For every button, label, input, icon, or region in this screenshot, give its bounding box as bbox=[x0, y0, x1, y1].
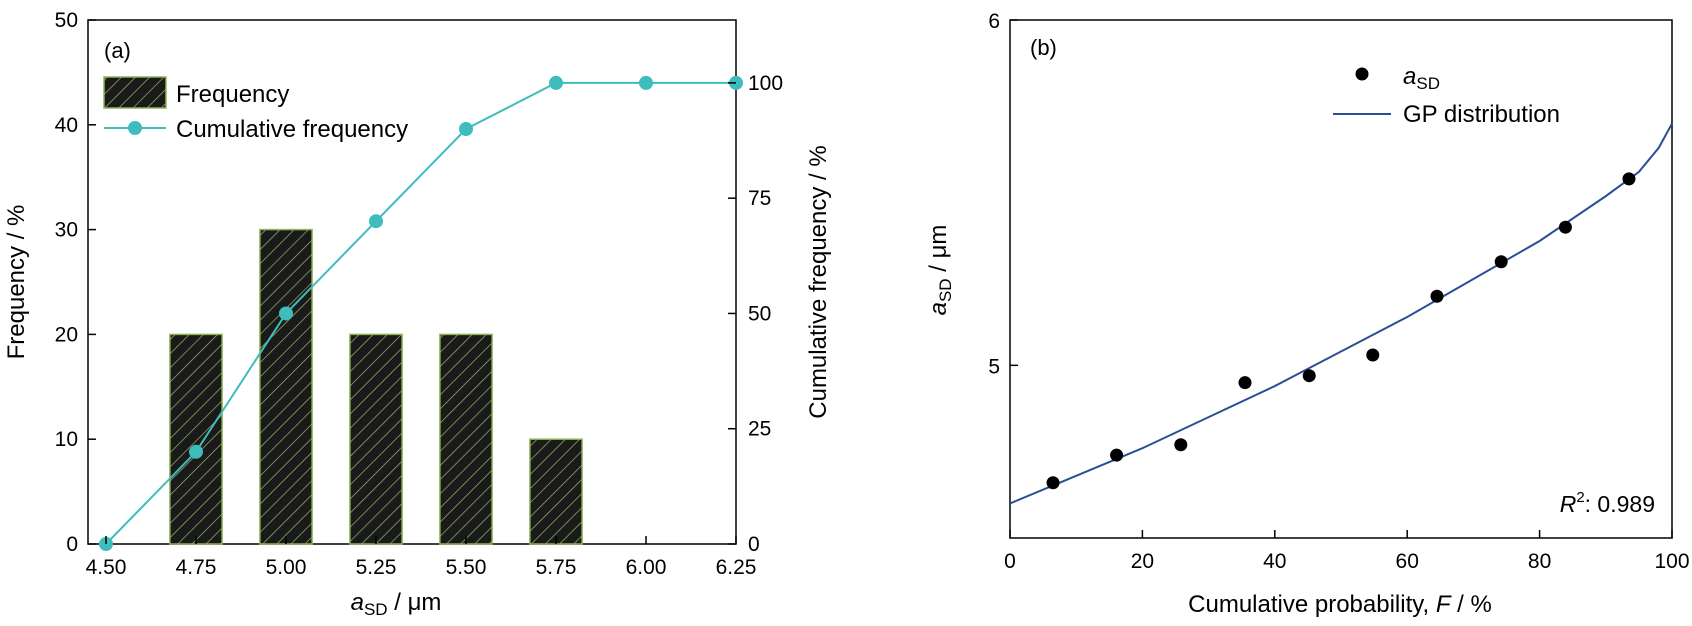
y-tick-label-0: 0 bbox=[66, 533, 78, 556]
panel-a-y-axis-label: Frequency / % bbox=[3, 205, 30, 360]
y2-tick-label-2: 50 bbox=[748, 302, 771, 325]
panel-a-x-axis-label-unit: / μm bbox=[388, 589, 442, 616]
legend-cumulative-marker bbox=[128, 121, 142, 135]
y-tick-label-1: 10 bbox=[55, 428, 78, 451]
panel-b-y-axis-label-sub: SD bbox=[936, 278, 955, 302]
cumulative-point-5 bbox=[549, 75, 563, 90]
panel-a-label: (a) bbox=[104, 38, 131, 63]
panel-b-x-axis-label: Cumulative probability, F / % bbox=[1188, 591, 1492, 618]
panel-a-y2-ticks: 0 25 50 75 100 bbox=[728, 72, 783, 556]
bar-frequency-0 bbox=[169, 333, 223, 545]
b-x-tick-label-2: 40 bbox=[1263, 550, 1286, 573]
panel-b-y-axis-label: aSD / μm bbox=[925, 225, 955, 316]
legend-cumulative-label: Cumulative frequency bbox=[176, 116, 408, 143]
data-point-3 bbox=[1238, 376, 1252, 390]
cumulative-point-2 bbox=[279, 306, 293, 321]
data-point-9 bbox=[1622, 172, 1636, 186]
data-point-7 bbox=[1494, 255, 1508, 269]
panel-a-x-axis-label-main: a bbox=[351, 589, 364, 616]
data-point-1 bbox=[1110, 448, 1124, 462]
panel-b-y-axis-label-unit: / μm bbox=[925, 225, 952, 279]
x-tick-label-7: 6.25 bbox=[716, 556, 757, 579]
b-y-tick-label-1: 6 bbox=[988, 10, 1000, 33]
panel-b: 0 20 40 60 80 100 56 (b) aSD GP distribution … bbox=[925, 10, 1690, 618]
cumulative-point-3 bbox=[369, 214, 383, 229]
x-tick-label-3: 5.25 bbox=[356, 556, 397, 579]
panel-b-x-axis-label-main: Cumulative probability, bbox=[1188, 591, 1436, 618]
x-tick-label-4: 5.50 bbox=[446, 556, 487, 579]
data-point-0 bbox=[1046, 476, 1060, 490]
panel-b-legend: aSD GP distribution bbox=[1333, 63, 1560, 128]
data-point-6 bbox=[1430, 289, 1444, 303]
data-point-4 bbox=[1302, 369, 1316, 383]
gp-fit-curve-line bbox=[1009, 123, 1673, 505]
bar-frequency-4 bbox=[529, 438, 583, 545]
x-tick-label-5: 5.75 bbox=[536, 556, 577, 579]
panel-a-y2-axis-label: Cumulative frequency / % bbox=[805, 145, 832, 418]
panel-a-x-axis-label: aSD / μm bbox=[351, 589, 442, 619]
y-tick-label-4: 40 bbox=[55, 114, 78, 137]
legend-frequency-swatch bbox=[103, 76, 167, 109]
data-point-2 bbox=[1174, 438, 1188, 452]
data-point-8 bbox=[1558, 220, 1572, 234]
y2-tick-label-0: 0 bbox=[748, 533, 760, 556]
y2-tick-label-4: 100 bbox=[748, 72, 783, 95]
panel-b-x-ticks: 0 20 40 60 80 100 bbox=[1004, 530, 1690, 573]
x-tick-label-1: 4.75 bbox=[176, 556, 217, 579]
bar-frequency-1 bbox=[259, 228, 313, 545]
cumulative-point-6 bbox=[639, 75, 653, 90]
y-tick-label-3: 30 bbox=[55, 219, 78, 242]
legend-points-marker bbox=[1355, 67, 1369, 81]
panel-a-bars bbox=[169, 228, 583, 545]
panel-b-x-axis-label-var: F bbox=[1436, 591, 1452, 618]
panel-a-x-ticks: 4.50 4.75 5.00 5.25 5.50 5.75 6.00 6.25 bbox=[86, 536, 757, 579]
bar-frequency-3 bbox=[439, 333, 493, 545]
cumulative-series-line bbox=[105, 81, 736, 545]
legend-points-label-main: a bbox=[1403, 63, 1416, 90]
x-tick-label-6: 6.00 bbox=[626, 556, 667, 579]
b-x-tick-label-1: 20 bbox=[1131, 550, 1154, 573]
y2-tick-label-1: 25 bbox=[748, 418, 771, 441]
legend-points-label: aSD bbox=[1403, 63, 1440, 93]
y-tick-label-2: 20 bbox=[55, 323, 78, 346]
cumulative-point-4 bbox=[459, 122, 473, 137]
x-tick-label-0: 4.50 bbox=[86, 556, 127, 579]
cumulative-point-1 bbox=[189, 444, 203, 459]
panel-b-label: (b) bbox=[1030, 35, 1057, 60]
panel-b-points bbox=[1046, 172, 1636, 490]
panel-a-y-ticks: 0 10 20 30 40 50 bbox=[55, 9, 96, 556]
b-x-tick-label-3: 60 bbox=[1396, 550, 1419, 573]
x-tick-label-2: 5.00 bbox=[266, 556, 307, 579]
y2-tick-label-3: 75 bbox=[748, 187, 771, 210]
r-squared-var: R bbox=[1560, 491, 1577, 517]
panel-b-plot-frame bbox=[1009, 19, 1673, 539]
bar-frequency-2 bbox=[349, 333, 403, 545]
r-squared-sup: 2 bbox=[1576, 489, 1584, 506]
y-tick-label-5: 50 bbox=[55, 9, 78, 32]
b-x-tick-label-4: 80 bbox=[1528, 550, 1551, 573]
panel-b-y-axis-label-main: a bbox=[925, 302, 952, 315]
r-squared-annotation: R2: 0.989 bbox=[1560, 489, 1655, 517]
b-x-tick-label-0: 0 bbox=[1004, 550, 1016, 573]
legend-points-label-sub: SD bbox=[1416, 74, 1440, 93]
panel-a-plot-frame bbox=[87, 19, 737, 545]
panel-b-fit-curve bbox=[1009, 123, 1673, 505]
panel-b-x-axis-label-unit: / % bbox=[1451, 591, 1492, 618]
r-squared-value: : 0.989 bbox=[1585, 491, 1655, 517]
legend-frequency-label: Frequency bbox=[176, 81, 289, 108]
legend-fit-label: GP distribution bbox=[1403, 101, 1560, 128]
b-x-tick-label-5: 100 bbox=[1654, 550, 1689, 573]
panel-a-legend: Frequency Cumulative frequency bbox=[103, 76, 408, 143]
data-point-5 bbox=[1366, 348, 1380, 362]
panel-a-cumulative-line bbox=[99, 75, 743, 551]
panel-b-y-ticks: 56 bbox=[988, 10, 1018, 378]
panel-a-x-axis-label-sub: SD bbox=[364, 600, 388, 619]
panel-a: 4.50 4.75 5.00 5.25 5.50 5.75 6.00 6.25 0 10 20 30… bbox=[3, 9, 832, 619]
b-y-tick-label-0: 5 bbox=[988, 355, 1000, 378]
